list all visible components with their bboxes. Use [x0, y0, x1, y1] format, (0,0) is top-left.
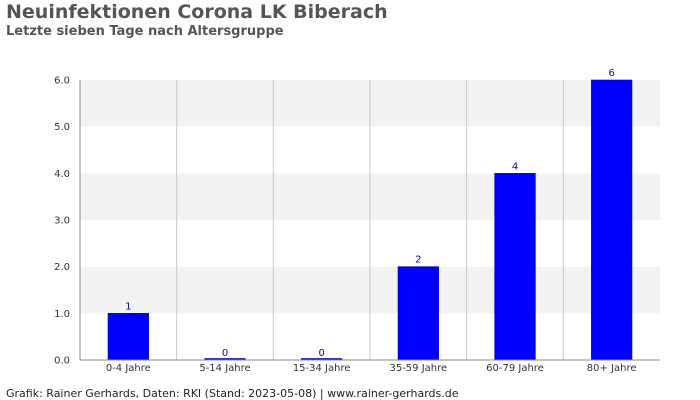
y-tick-label: 5.0	[54, 122, 70, 133]
y-tick-label: 0.0	[54, 356, 70, 367]
chart-title: Neuinfektionen Corona LK Biberach	[6, 1, 388, 23]
x-tick-labels: 0-4 Jahre 5-14 Jahre 15-34 Jahre 35-59 Jahr…	[106, 363, 637, 374]
x-tick-label: 15-34 Jahre	[293, 363, 351, 374]
x-tick-label: 5-14 Jahre	[199, 363, 250, 374]
bar-60-79-jahre	[494, 173, 536, 361]
x-tick-label: 80+ Jahre	[587, 363, 637, 374]
data-label: 1	[125, 301, 131, 312]
bar-80-jahre	[591, 79, 633, 361]
data-label: 6	[608, 68, 614, 79]
y-tick-label: 2.0	[54, 262, 70, 273]
data-label: 2	[415, 255, 421, 266]
bar-0-4-jahre	[107, 313, 149, 361]
x-tick-label: 60-79 Jahre	[486, 363, 544, 374]
data-labels: 1 0 0 2 4 6	[125, 68, 615, 359]
y-tick-label: 1.0	[54, 309, 70, 320]
source-footer: Grafik: Rainer Gerhards, Daten: RKI (Sta…	[6, 387, 459, 400]
vertical-gridlines	[176, 80, 564, 360]
y-tick-label: 4.0	[54, 169, 70, 180]
y-tick-label: 6.0	[54, 76, 70, 87]
data-label: 4	[512, 161, 518, 172]
bars	[107, 79, 633, 361]
data-label: 0	[318, 348, 324, 359]
chart-subtitle: Letzte sieben Tage nach Altersgruppe	[6, 24, 284, 39]
bar-35-59-jahre	[397, 266, 439, 361]
data-label: 0	[222, 348, 228, 359]
x-tick-label: 35-59 Jahre	[389, 363, 447, 374]
y-tick-label: 3.0	[54, 216, 70, 227]
x-tick-label: 0-4 Jahre	[106, 363, 151, 374]
y-tick-labels: 0.0 1.0 2.0 3.0 4.0 5.0 6.0	[54, 76, 70, 367]
axes	[79, 80, 660, 361]
